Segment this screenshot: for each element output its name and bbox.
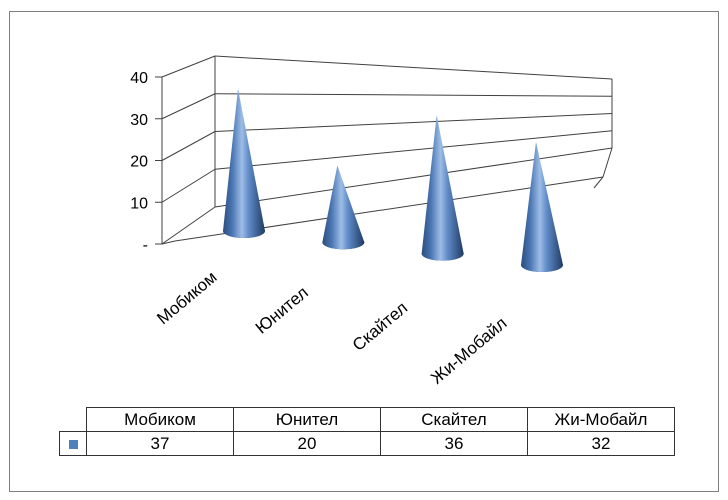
data-table-header: Жи-Мобайл bbox=[527, 407, 675, 432]
data-table-cell: 20 bbox=[233, 431, 381, 456]
data-table-cell: 36 bbox=[380, 431, 528, 456]
cone-body bbox=[421, 115, 464, 261]
gridline bbox=[161, 55, 216, 78]
category-label: Скайтел bbox=[349, 298, 411, 355]
cone-bar bbox=[521, 141, 563, 272]
floor-edge bbox=[161, 240, 176, 245]
cone-bar bbox=[223, 88, 265, 238]
legend-key bbox=[59, 431, 87, 456]
cone-body bbox=[521, 141, 563, 272]
floor-edge bbox=[602, 147, 613, 178]
y-tick-label: 40 bbox=[130, 70, 148, 87]
gridlines bbox=[161, 55, 613, 245]
data-table-header-row: Мобиком Юнител Скайтел Жи-Мобайл bbox=[60, 407, 675, 432]
gridline bbox=[214, 55, 613, 80]
y-tick-label: 30 bbox=[130, 112, 148, 129]
cone-body bbox=[223, 88, 265, 238]
data-table-value-row: 37 20 36 32 bbox=[59, 431, 675, 456]
y-tick-label: - bbox=[143, 237, 148, 254]
cones bbox=[223, 88, 563, 272]
data-table-cell: 37 bbox=[86, 431, 234, 456]
category-label: Юнител bbox=[252, 283, 312, 338]
y-axis-ticks: - 10 20 30 40 bbox=[130, 70, 162, 254]
category-label: Мобиком bbox=[153, 268, 220, 329]
data-table-header: Мобиком bbox=[86, 407, 234, 432]
data-table-header: Скайтел bbox=[380, 407, 528, 432]
gridline bbox=[161, 93, 216, 120]
category-labels: Мобиком Юнител Скайтел Жи-Мобайл bbox=[153, 268, 510, 388]
cone-body bbox=[322, 165, 365, 250]
gridline bbox=[161, 206, 216, 245]
data-table-cell: 32 bbox=[527, 431, 675, 456]
gridline bbox=[214, 93, 613, 97]
data-table: Мобиком Юнител Скайтел Жи-Мобайл 37 20 3… bbox=[59, 407, 675, 456]
y-tick-label: 10 bbox=[130, 195, 148, 212]
gridline bbox=[214, 113, 613, 132]
cone-bar bbox=[421, 115, 464, 261]
gridline bbox=[214, 147, 613, 208]
legend-key-swatch-icon bbox=[68, 439, 78, 449]
cone-bar bbox=[322, 165, 365, 250]
gridline bbox=[161, 131, 216, 161]
y-tick-label: 20 bbox=[130, 154, 148, 171]
data-table-corner bbox=[60, 408, 87, 432]
gridline bbox=[214, 130, 613, 170]
data-table-header: Юнител bbox=[233, 407, 381, 432]
floor-corner-tick bbox=[593, 176, 604, 189]
gridline bbox=[161, 168, 216, 203]
category-label: Жи-Мобайл bbox=[427, 314, 510, 388]
